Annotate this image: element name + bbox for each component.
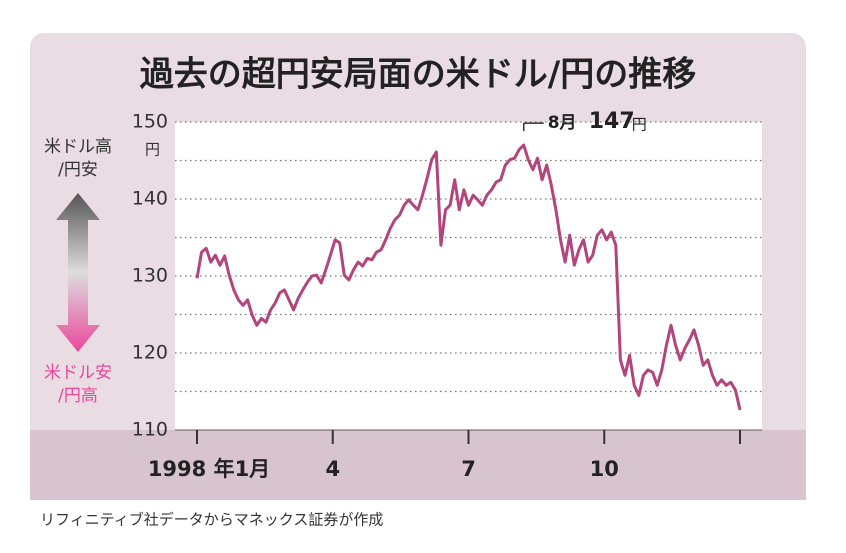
y-tick-label: 120 <box>132 342 168 364</box>
line-series <box>195 143 742 411</box>
source: リフィニティブ社データからマネックス証券が作成 <box>40 511 383 529</box>
down-label: 米ドル安 <box>44 363 112 383</box>
annotation-unit: 円 <box>632 116 647 134</box>
up-label: 米ドル高 <box>44 137 112 157</box>
down-label: /円高 <box>58 386 98 406</box>
x-tick-label: 4 <box>325 457 340 481</box>
x-tick-label: 7 <box>461 457 476 481</box>
x-tick-label: 10 <box>590 457 619 481</box>
annotation-month: 8月 <box>548 113 577 133</box>
chart-title: 過去の超円安局面の米ドル/円の推移 <box>140 55 696 95</box>
x-tick-label: 1998 年1月 <box>148 457 270 481</box>
direction-arrow <box>56 193 100 352</box>
y-unit: 円 <box>145 141 160 159</box>
y-tick-label: 110 <box>132 419 168 441</box>
x-band <box>30 430 806 500</box>
y-tick-label: 150 <box>132 111 168 133</box>
up-label: /円安 <box>58 160 98 180</box>
y-tick-label: 130 <box>132 265 168 287</box>
y-tick-label: 140 <box>132 188 168 210</box>
annotation-value: 147 <box>589 109 635 134</box>
plot-area <box>175 122 762 430</box>
